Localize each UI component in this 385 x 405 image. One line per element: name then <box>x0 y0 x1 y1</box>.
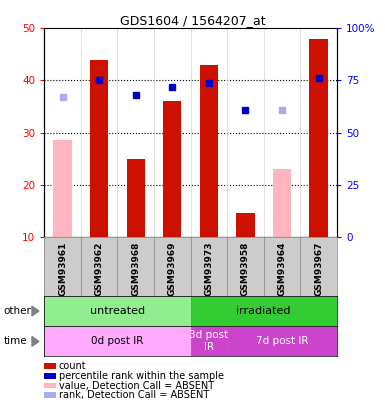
Bar <box>200 65 218 237</box>
Text: count: count <box>59 361 87 371</box>
Text: GSM93968: GSM93968 <box>131 242 140 296</box>
Text: GDS1604 / 1564207_at: GDS1604 / 1564207_at <box>120 14 265 27</box>
Bar <box>44 296 191 326</box>
Bar <box>44 326 191 356</box>
Text: irradiated: irradiated <box>236 306 291 316</box>
Bar <box>163 101 181 237</box>
Text: GSM93964: GSM93964 <box>278 242 286 296</box>
Text: GSM93961: GSM93961 <box>58 242 67 296</box>
Text: untreated: untreated <box>90 306 145 316</box>
Bar <box>236 213 254 237</box>
Bar <box>227 326 337 356</box>
Text: other: other <box>4 306 32 316</box>
Text: GSM93958: GSM93958 <box>241 242 250 296</box>
Text: 0d post IR: 0d post IR <box>91 336 144 346</box>
Polygon shape <box>32 337 39 346</box>
Bar <box>310 39 328 237</box>
Bar <box>54 141 72 237</box>
Bar <box>90 60 108 237</box>
Bar <box>127 159 145 237</box>
Text: 3d post
IR: 3d post IR <box>189 330 228 352</box>
Text: GSM93969: GSM93969 <box>168 242 177 296</box>
Bar <box>273 169 291 237</box>
Text: GSM93962: GSM93962 <box>95 242 104 296</box>
Text: value, Detection Call = ABSENT: value, Detection Call = ABSENT <box>59 381 214 390</box>
Bar <box>191 296 337 326</box>
Text: 7d post IR: 7d post IR <box>256 336 308 346</box>
Polygon shape <box>32 306 39 316</box>
Bar <box>191 326 227 356</box>
Text: GSM93967: GSM93967 <box>314 242 323 296</box>
Text: time: time <box>4 337 27 346</box>
Text: percentile rank within the sample: percentile rank within the sample <box>59 371 224 381</box>
Text: GSM93973: GSM93973 <box>204 242 213 296</box>
Text: rank, Detection Call = ABSENT: rank, Detection Call = ABSENT <box>59 390 209 400</box>
